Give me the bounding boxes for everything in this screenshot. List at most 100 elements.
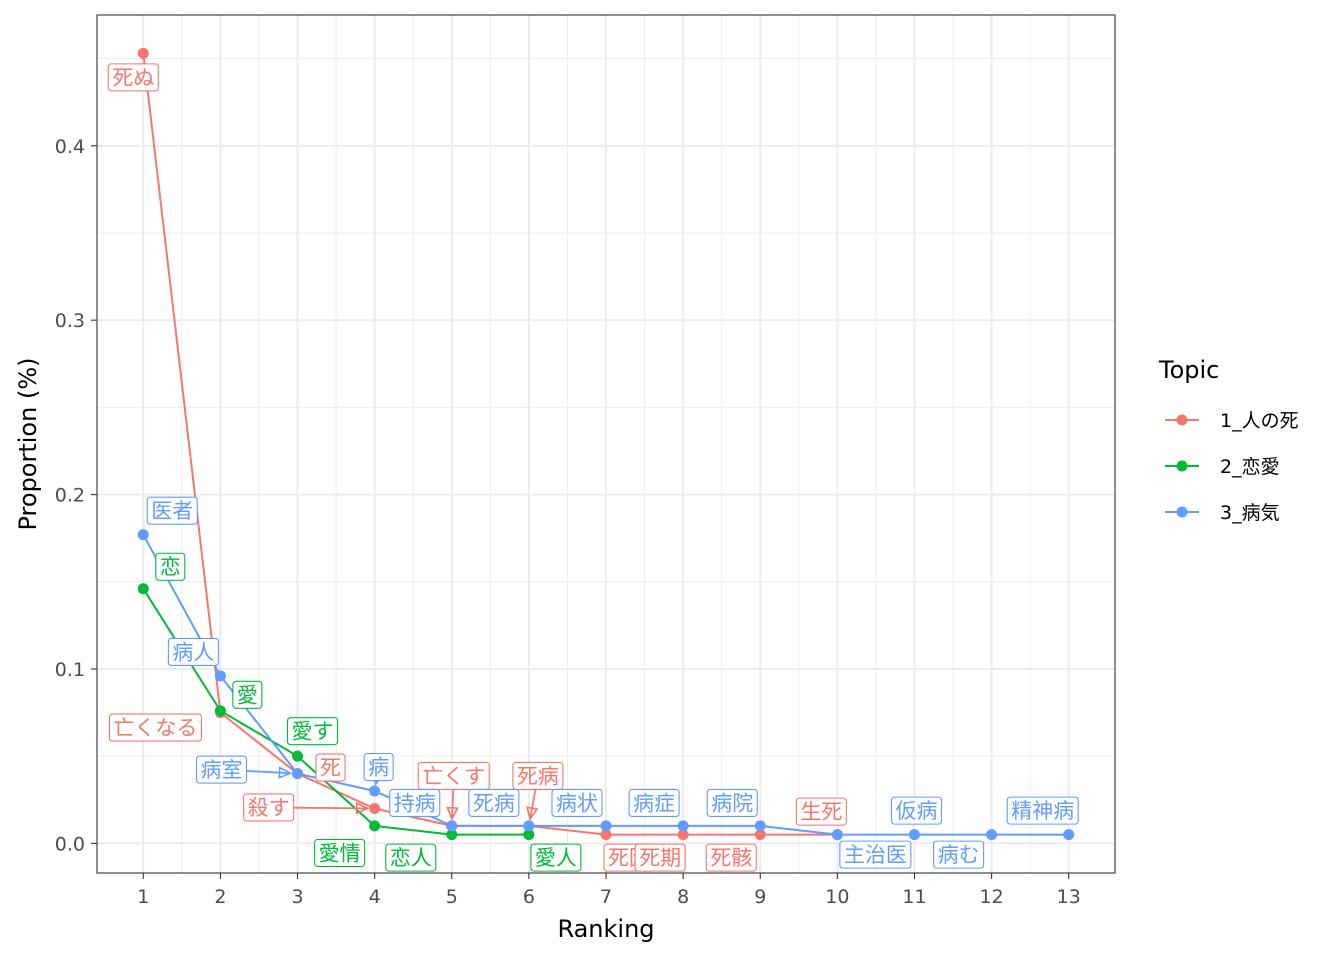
point-label-box [286, 717, 339, 746]
point-label-text: 愛情 [319, 841, 361, 865]
data-point-series-3 [986, 829, 998, 841]
point-label-text: 持病 [394, 791, 436, 815]
point-label-box [705, 843, 757, 872]
data-point-series-1 [369, 802, 381, 814]
data-point-series-3 [754, 820, 766, 832]
point-label-box [512, 761, 564, 790]
data-point-series-3 [600, 820, 612, 832]
x-tick-label: 13 [1057, 886, 1081, 908]
data-point-series-3 [137, 529, 149, 541]
legend: Topic 1_人の死 2_恋愛 3_病気 [1158, 356, 1299, 524]
x-tick-label: 10 [825, 886, 849, 908]
point-label-series-1: 亡くす [417, 761, 490, 790]
legend-label: 1_人の死 [1220, 410, 1299, 432]
legend-label: 3_病気 [1220, 502, 1280, 524]
legend-key-point [1176, 414, 1188, 426]
point-label-box [839, 840, 912, 869]
point-label-text: 死ぬ [112, 66, 154, 90]
leader-line [293, 806, 368, 810]
x-tick-label: 4 [369, 886, 381, 908]
data-point-series-2 [137, 583, 149, 595]
point-label-text: 病 [368, 756, 389, 780]
point-label-box [363, 752, 394, 782]
point-label-text: 病室 [201, 758, 243, 782]
x-tick-label: 9 [754, 886, 766, 908]
legend-key-point [1176, 460, 1188, 472]
data-point-series-2 [523, 829, 535, 841]
point-label-text: 病人 [172, 640, 214, 664]
data-point-series-3 [446, 820, 458, 832]
legend-title: Topic [1158, 356, 1219, 384]
point-label-text: 死期 [639, 846, 681, 870]
point-label-box [634, 843, 686, 872]
point-label-text: 生死 [800, 800, 842, 824]
point-label-series-1: 死期 [634, 843, 686, 872]
data-point-series-1 [600, 829, 612, 841]
x-tick-label: 5 [446, 886, 458, 908]
point-label-series-3: 病症 [628, 788, 680, 817]
point-label-box [155, 552, 186, 581]
point-label-box [417, 761, 490, 790]
data-point-series-2 [446, 829, 458, 841]
point-label-text: 主治医 [844, 843, 907, 867]
point-label-text: 愛 [237, 683, 258, 707]
data-point-series-3 [1063, 829, 1075, 841]
point-label-series-3: 精神病 [1006, 796, 1079, 825]
data-point-series-3 [214, 670, 226, 682]
data-point-series-3 [292, 768, 304, 780]
point-label-box [232, 680, 263, 709]
point-label-series-1: 生死 [795, 797, 847, 826]
y-tick-label: 0.1 [55, 659, 85, 681]
y-tick-label: 0.4 [55, 136, 85, 158]
y-axis-title: Proportion (%) [14, 358, 42, 531]
point-label-text: 精神病 [1011, 799, 1074, 823]
legend-label: 2_恋愛 [1220, 456, 1280, 478]
point-label-series-1: 亡くなる [108, 713, 202, 742]
point-label-series-3: 仮病 [890, 796, 943, 825]
point-label-text: 殺す [248, 796, 290, 820]
leader-arrowhead [526, 806, 539, 821]
point-label-series-3: 病状 [551, 788, 603, 817]
point-label-text: 亡くす [422, 764, 485, 788]
point-label-box [468, 788, 520, 817]
leader-line [529, 789, 537, 820]
x-tick-label: 11 [902, 886, 926, 908]
point-label-series-2: 愛情 [314, 838, 366, 867]
y-tick-label: 0.3 [55, 310, 85, 332]
point-label-text: 愛す [292, 720, 334, 744]
point-label-series-3: 病院 [706, 788, 758, 817]
leader-line [246, 770, 291, 775]
point-label-box [314, 838, 366, 867]
y-tick-label: 0.0 [55, 833, 85, 855]
point-label-box [389, 788, 441, 817]
point-label-box [890, 796, 943, 825]
point-label-series-3: 主治医 [839, 840, 912, 869]
point-label-series-3: 持病 [389, 788, 441, 817]
point-label-text: 病院 [711, 791, 753, 815]
point-label-series-1: 死病 [512, 761, 564, 790]
point-label-text: 恋人 [390, 846, 432, 870]
x-tick-label: 7 [600, 886, 612, 908]
point-label-series-1: 死骸 [705, 843, 757, 872]
x-tick-label: 12 [980, 886, 1004, 908]
point-label-series-2: 恋 [155, 552, 186, 581]
x-tick-label: 3 [291, 886, 303, 908]
point-label-text: 死病 [517, 764, 559, 788]
data-point-series-2 [369, 820, 381, 832]
point-label-box [1006, 796, 1079, 825]
point-label-text: 亡くなる [113, 716, 197, 740]
y-axis: 0.0 0.1 0.2 0.3 0.4 [55, 136, 97, 855]
data-point-series-2 [214, 705, 226, 717]
point-label-box [315, 753, 346, 782]
x-axis: 1 2 3 4 5 6 7 8 9 10 11 12 13 [137, 873, 1081, 908]
x-axis-title: Ranking [557, 915, 654, 943]
point-label-box [628, 788, 680, 817]
point-label-series-1: 死 [315, 753, 346, 782]
x-tick-label: 8 [677, 886, 689, 908]
point-label-text: 病症 [633, 791, 675, 815]
point-label-text: 愛人 [535, 846, 577, 870]
point-label-box [108, 713, 202, 742]
point-label-text: 死病 [473, 791, 515, 815]
point-label-series-1: 死ぬ [107, 63, 159, 92]
